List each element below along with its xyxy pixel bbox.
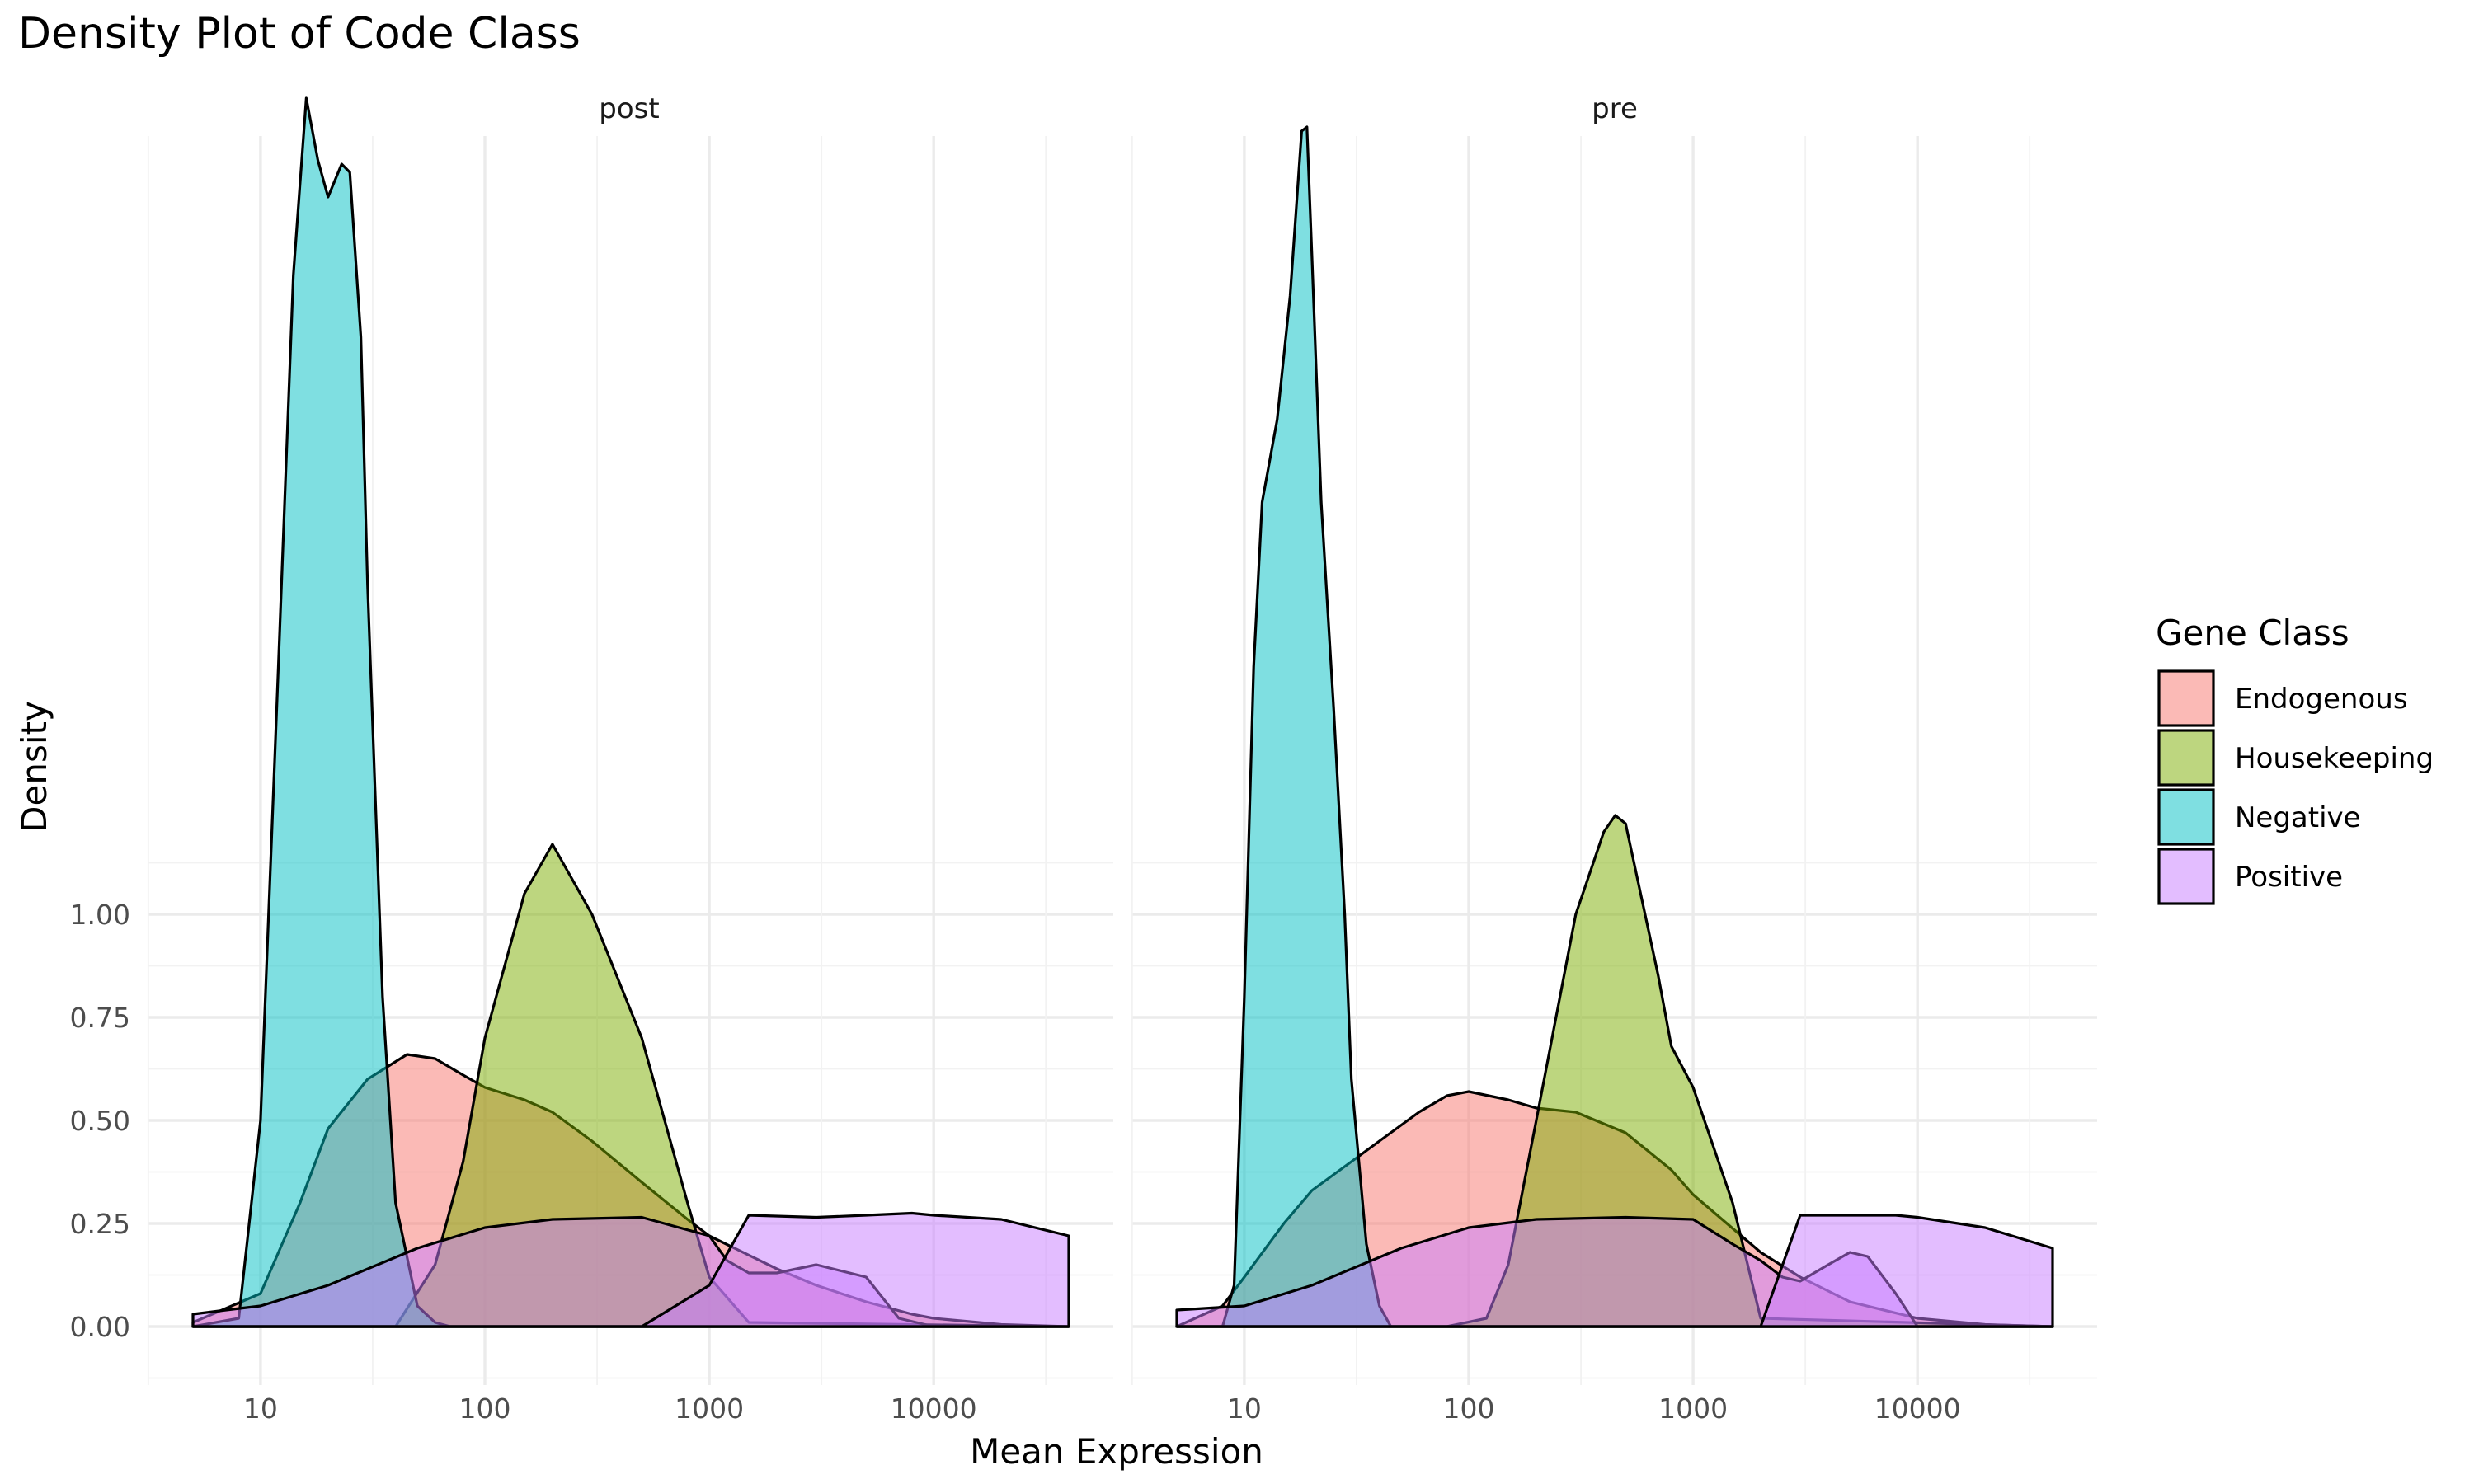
x-axis-ticks: 10 100 1000 10000 10 100 1000 10000 [243,1392,1961,1425]
legend-label-positive: Positive [2235,861,2343,894]
x-tick-label: 10000 [1874,1392,1961,1425]
density-area-positive-pre [1175,1214,2054,1328]
x-tick-label: 10 [243,1392,278,1425]
y-tick-label: 0.00 [70,1311,130,1343]
legend-key-endogenous [2157,669,2215,727]
y-axis-title: Density [14,701,54,833]
y-tick-label: 0.25 [70,1208,130,1240]
legend-label-negative: Negative [2235,801,2361,834]
legend-label-endogenous: Endogenous [2235,683,2408,716]
legend: Gene Class Endogenous Housekeeping Negativ… [2156,613,2434,905]
legend-key-housekeeping [2157,729,2215,787]
x-tick-label: 1000 [675,1392,744,1425]
legend-label-housekeeping: Housekeeping [2235,742,2434,775]
y-tick-label: 0.75 [70,1002,130,1034]
chart-title: Density Plot of Code Class [18,9,581,59]
y-tick-label: 0.50 [70,1105,130,1137]
x-tick-label: 10 [1227,1392,1262,1425]
facet-label-pre: pre [1592,92,1638,125]
legend-title: Gene Class [2156,613,2349,653]
facet-panel-post: post [147,92,1113,1385]
facet-panel-pre: pre [1131,92,2097,1385]
legend-key-positive [2157,848,2215,905]
y-axis-ticks: 0.00 0.25 0.50 0.75 1.00 [70,899,130,1343]
x-tick-label: 1000 [1658,1392,1728,1425]
legend-key-negative [2157,788,2215,846]
x-axis-title: Mean Expression [970,1431,1263,1472]
y-tick-label: 1.00 [70,899,130,931]
x-tick-label: 100 [459,1392,511,1425]
facet-label-post: post [599,92,659,125]
density-area-positive-post [191,1211,1070,1328]
x-tick-label: 100 [1443,1392,1495,1425]
x-tick-label: 10000 [891,1392,977,1425]
